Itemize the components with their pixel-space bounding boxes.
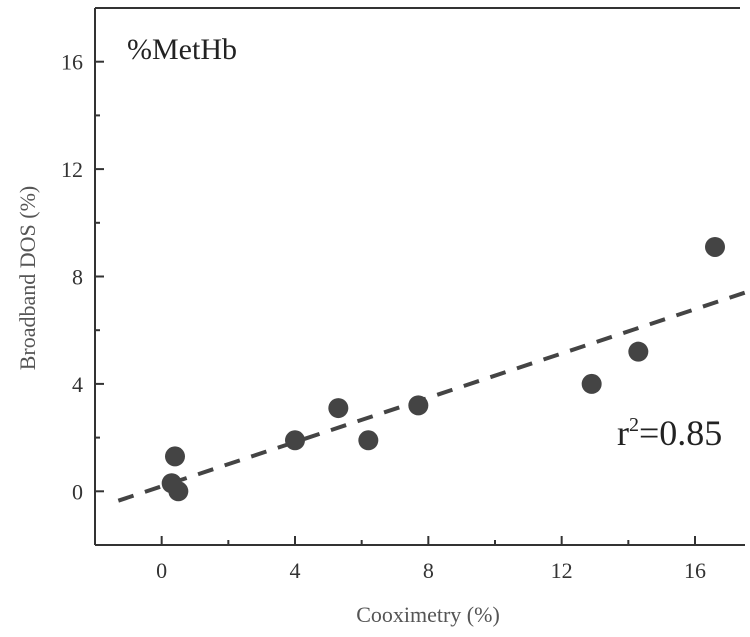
data-point [408, 395, 429, 416]
panel-label: %MetHb [127, 33, 237, 66]
y-tick-label: 4 [72, 372, 83, 397]
x-tick-label: 8 [423, 558, 434, 583]
data-point [168, 481, 189, 502]
fit-line-group [117, 290, 746, 503]
data-point [705, 236, 725, 257]
x-axis-label: Cooximetry (%) [356, 602, 500, 627]
data-point [165, 446, 185, 467]
x-tick-label: 12 [551, 558, 573, 583]
plot-frame [94, 7, 745, 546]
y-axis-label: Broadband DOS (%) [15, 186, 40, 371]
data-point [628, 341, 649, 362]
y-tick-label: 0 [72, 479, 83, 504]
axis-ticks: 0 4 8 12 16 0 4 8 12 16 [61, 50, 706, 583]
y-tick-label: 8 [72, 265, 83, 290]
x-tick-label: 16 [684, 558, 706, 583]
data-point [285, 430, 305, 451]
x-tick-label: 0 [156, 558, 167, 583]
data-points [161, 236, 725, 502]
data-point [328, 398, 349, 419]
r-squared-annotation: r2=0.85 [617, 413, 722, 453]
y-tick-label: 16 [61, 50, 83, 75]
x-tick-label: 4 [290, 558, 301, 583]
y-tick-label: 12 [61, 157, 83, 182]
fit-line [117, 290, 746, 503]
data-point [358, 430, 379, 451]
data-point [581, 373, 602, 394]
